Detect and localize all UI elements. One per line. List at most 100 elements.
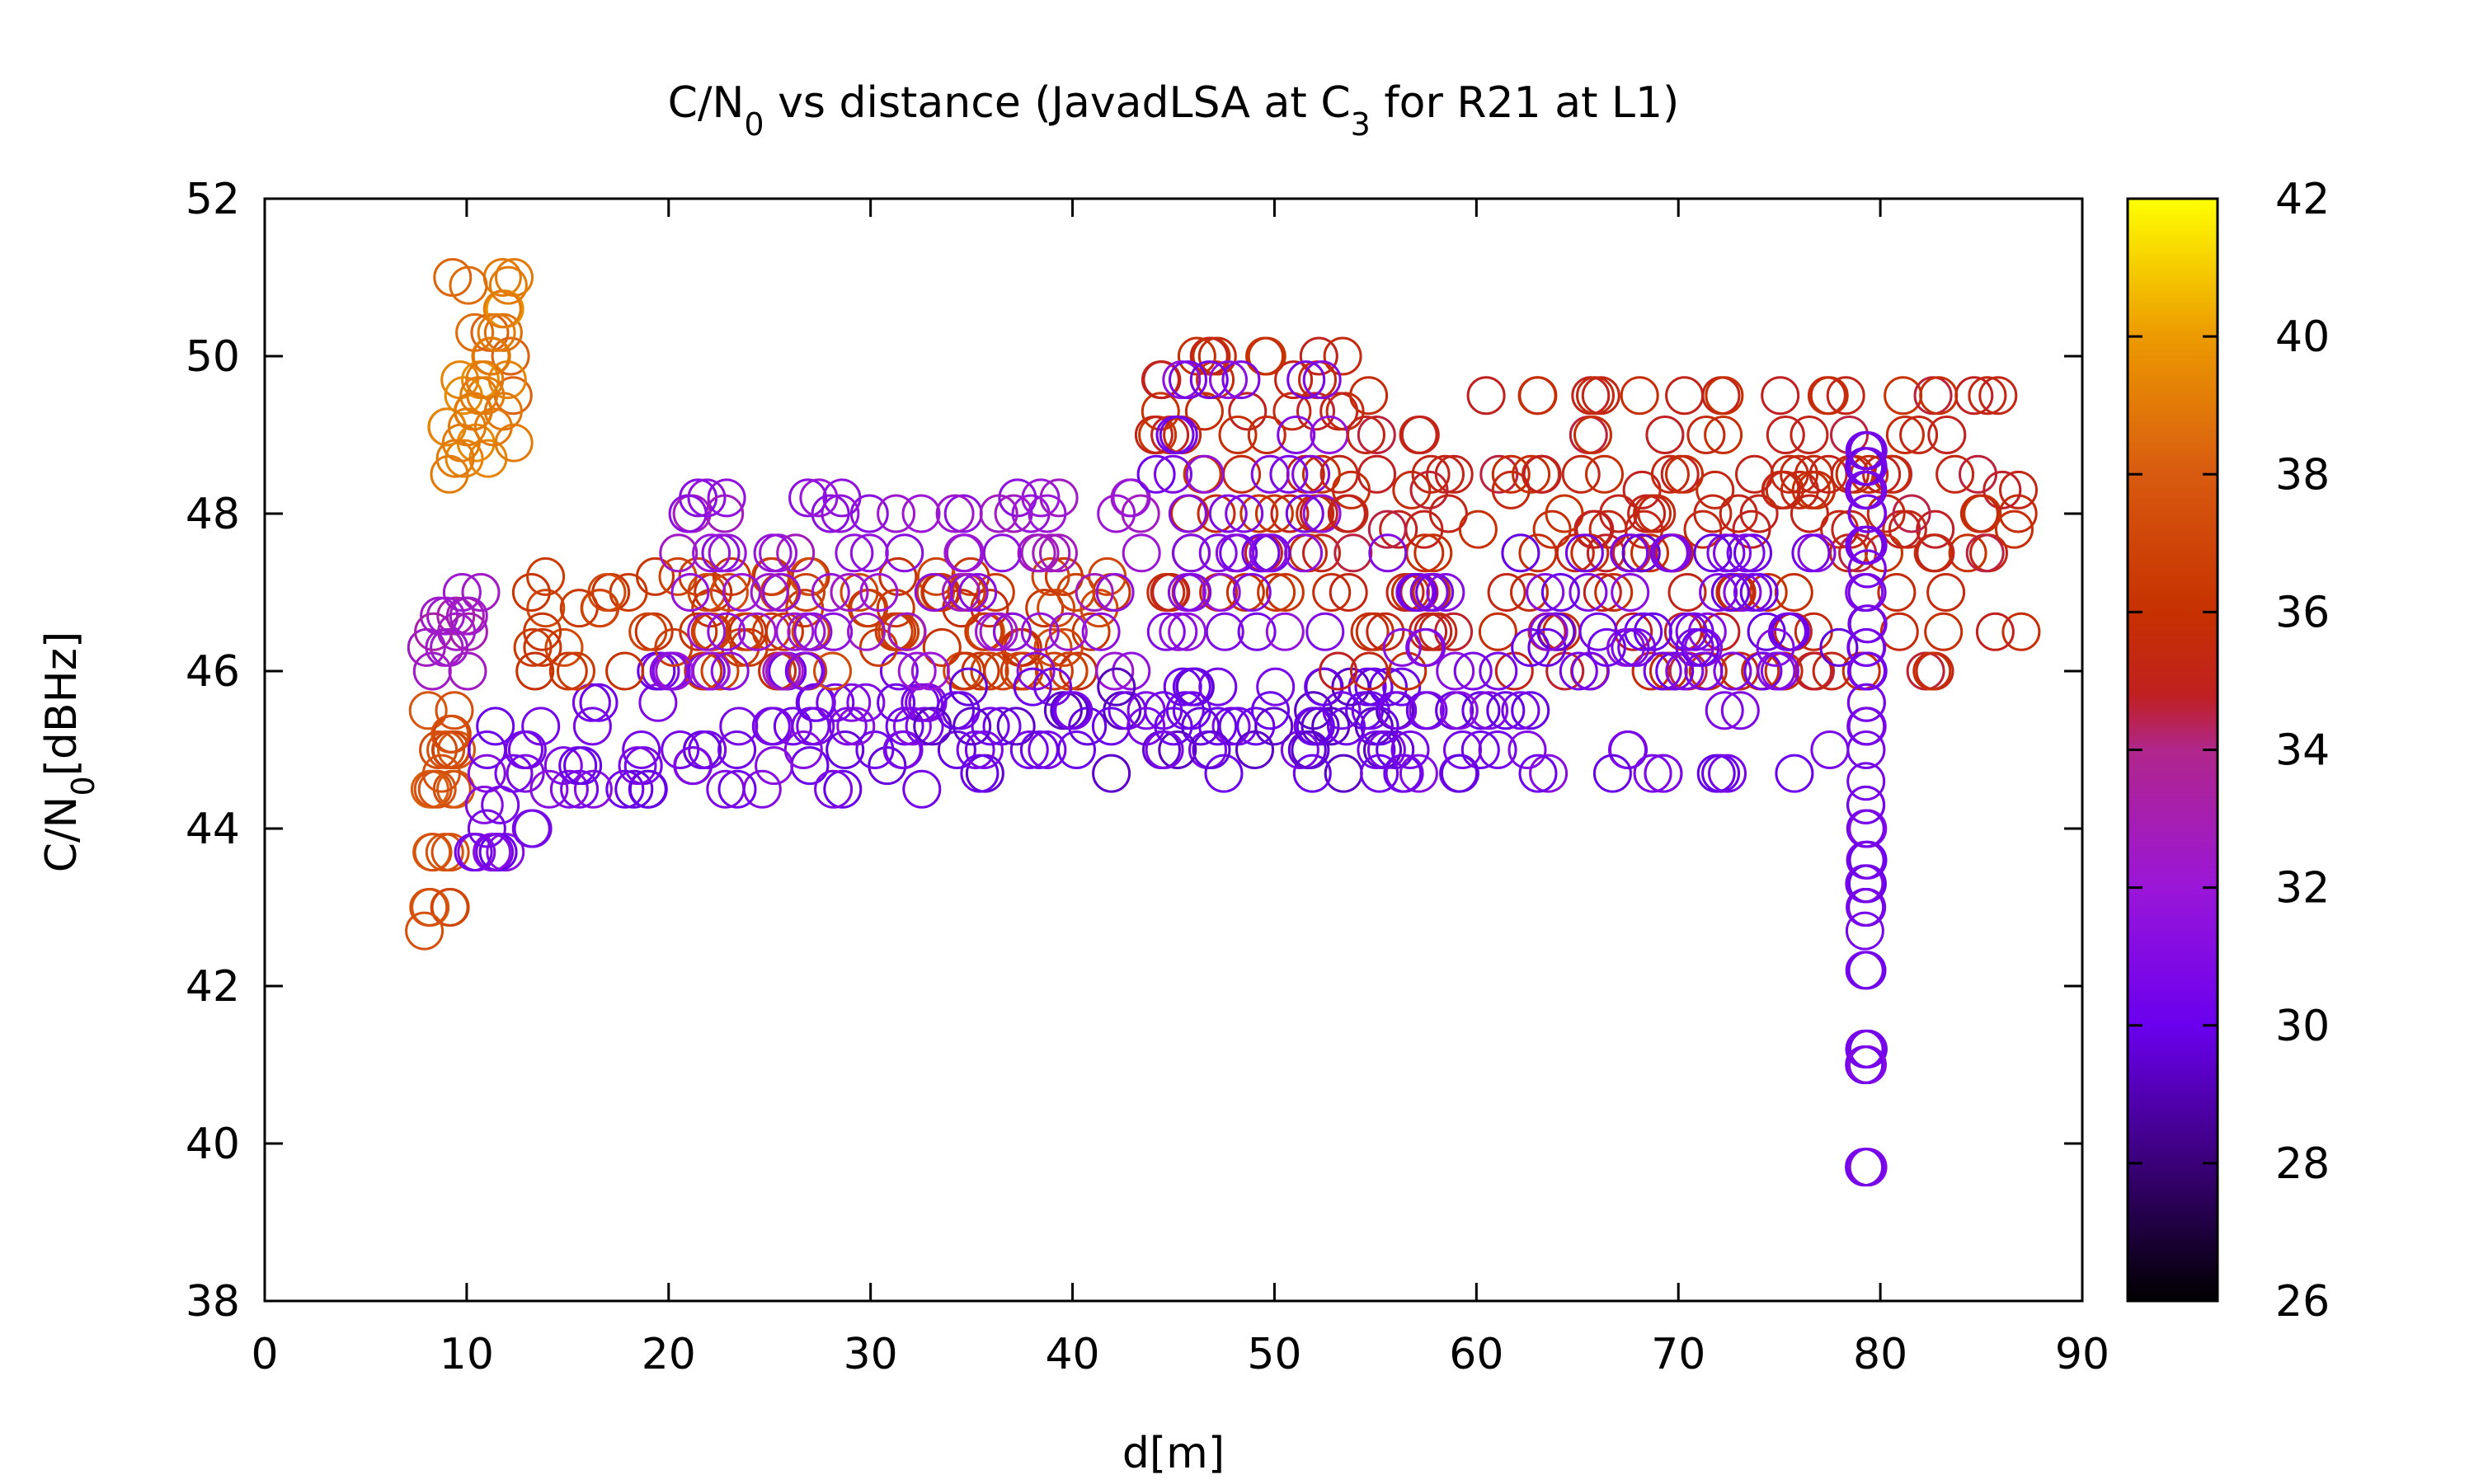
data-point	[1413, 533, 1453, 573]
data-point	[1491, 470, 1531, 510]
data-point	[1205, 612, 1244, 651]
data-point	[471, 336, 510, 376]
data-point	[1237, 612, 1277, 651]
data-point	[1512, 454, 1551, 494]
data-point	[1847, 651, 1886, 691]
data-point	[1536, 612, 1576, 651]
data-point	[1708, 754, 1747, 793]
data-point	[1965, 533, 2005, 573]
data-point	[1357, 730, 1396, 769]
data-point	[708, 533, 747, 573]
data-point	[1846, 888, 1885, 927]
data-point	[1585, 454, 1624, 494]
data-point	[1366, 730, 1406, 769]
data-point	[1458, 510, 1498, 549]
data-point	[721, 627, 760, 667]
data-point	[996, 707, 1036, 746]
data-point	[1846, 762, 1886, 801]
data-point	[1507, 730, 1547, 769]
x-tick-label: 80	[1853, 1330, 1907, 1379]
data-point	[1575, 510, 1615, 549]
data-point	[408, 691, 448, 730]
data-point	[945, 533, 985, 573]
data-point	[706, 769, 745, 809]
data-point	[717, 769, 757, 809]
colorbar-tick-label: 36	[2275, 588, 2330, 637]
data-point	[410, 769, 449, 809]
data-point	[513, 809, 553, 848]
data-point	[449, 612, 488, 651]
data-point	[877, 494, 916, 533]
data-point	[719, 707, 759, 746]
data-point	[1299, 336, 1338, 376]
data-point	[454, 833, 493, 872]
data-point	[506, 754, 545, 793]
data-point	[1312, 573, 1352, 612]
data-point	[1888, 510, 1927, 549]
data-point	[1155, 416, 1195, 454]
data-point	[549, 769, 589, 809]
data-point	[483, 312, 523, 352]
data-point	[1028, 494, 1067, 533]
data-point	[605, 651, 645, 691]
data-point	[687, 478, 727, 518]
data-point	[993, 612, 1032, 651]
data-point	[1327, 707, 1366, 746]
data-point	[437, 612, 477, 651]
data-point	[847, 612, 886, 651]
data-point	[941, 573, 981, 612]
data-point	[1097, 494, 1136, 533]
data-point	[1434, 612, 1474, 651]
data-point	[922, 627, 962, 667]
data-point	[823, 769, 863, 809]
data-point	[1333, 533, 1373, 573]
data-point	[1095, 573, 1135, 612]
data-point	[811, 573, 850, 612]
data-point	[901, 494, 941, 533]
data-point	[1845, 1148, 1884, 1187]
data-point	[1235, 730, 1274, 769]
data-point	[1285, 494, 1324, 533]
data-point	[1621, 533, 1661, 573]
data-point	[473, 833, 512, 872]
data-point	[1208, 494, 1248, 533]
axis-tick-labels: 0 10 20 30 40 50 60 70 80 90 38 40 42 44 46 48 50 52	[186, 175, 2109, 1379]
data-point	[1696, 470, 1735, 510]
data-point	[488, 265, 528, 305]
data-point	[691, 651, 731, 691]
y-tick-label: 46	[186, 647, 240, 697]
data-point	[1625, 510, 1664, 549]
data-point	[1048, 612, 1088, 651]
data-point	[755, 746, 794, 786]
data-point	[943, 533, 983, 573]
data-point	[435, 691, 474, 730]
data-point	[1705, 376, 1744, 416]
data-point	[1916, 510, 1955, 549]
data-point	[1385, 573, 1425, 612]
data-point	[1075, 573, 1114, 612]
data-point	[1134, 416, 1174, 454]
data-point	[1350, 612, 1390, 651]
data-point	[1592, 754, 1632, 793]
data-point	[1172, 533, 1211, 573]
data-point	[1169, 360, 1207, 400]
y-tick-label: 52	[186, 175, 240, 224]
data-point	[2001, 612, 2041, 651]
data-point	[1845, 1045, 1884, 1084]
data-point	[1620, 376, 1659, 416]
data-point	[1892, 494, 1931, 533]
data-point	[659, 533, 698, 573]
data-point	[1846, 840, 1885, 880]
data-point	[1846, 683, 1886, 722]
data-point	[1376, 730, 1415, 769]
data-point	[1461, 691, 1501, 730]
data-point	[1526, 573, 1565, 612]
data-point	[1225, 494, 1264, 533]
data-point	[1790, 416, 1829, 454]
data-point	[572, 707, 612, 746]
data-point	[544, 627, 584, 667]
data-point	[1924, 612, 1964, 651]
data-point	[1122, 533, 1161, 573]
data-point	[1013, 667, 1052, 707]
data-point	[1302, 494, 1342, 533]
